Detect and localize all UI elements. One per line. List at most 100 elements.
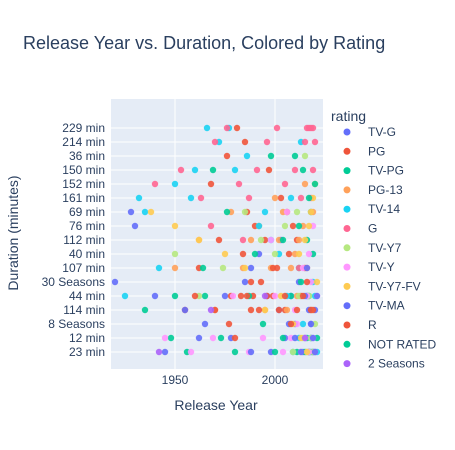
data-point[interactable] bbox=[245, 194, 253, 202]
data-point[interactable] bbox=[191, 292, 199, 300]
data-point[interactable] bbox=[311, 348, 319, 356]
data-point[interactable] bbox=[301, 334, 309, 342]
data-point[interactable] bbox=[265, 166, 273, 174]
data-point[interactable] bbox=[231, 348, 239, 356]
data-point[interactable] bbox=[231, 166, 239, 174]
data-point[interactable] bbox=[291, 334, 299, 342]
data-point[interactable] bbox=[257, 278, 265, 286]
data-point[interactable] bbox=[171, 222, 179, 230]
data-point[interactable] bbox=[147, 208, 155, 216]
data-point[interactable] bbox=[253, 166, 261, 174]
data-point[interactable] bbox=[199, 264, 207, 272]
data-point[interactable] bbox=[223, 152, 231, 160]
legend-marker[interactable] bbox=[343, 225, 351, 232]
data-point[interactable] bbox=[287, 320, 295, 328]
data-point[interactable] bbox=[181, 306, 189, 314]
data-point[interactable] bbox=[313, 292, 321, 300]
legend-marker[interactable] bbox=[343, 128, 351, 136]
data-point[interactable] bbox=[309, 166, 317, 174]
data-point[interactable] bbox=[295, 236, 303, 244]
data-point[interactable] bbox=[209, 334, 217, 342]
legend-label[interactable]: 2 Seasons bbox=[368, 357, 425, 371]
data-point[interactable] bbox=[309, 334, 317, 342]
data-point[interactable] bbox=[295, 222, 303, 230]
data-point[interactable] bbox=[221, 250, 229, 258]
data-point[interactable] bbox=[241, 264, 249, 272]
legend-label[interactable]: G bbox=[368, 222, 377, 236]
data-point[interactable] bbox=[307, 306, 315, 314]
data-point[interactable] bbox=[223, 124, 231, 132]
data-point[interactable] bbox=[307, 208, 315, 216]
data-point[interactable] bbox=[273, 124, 281, 132]
data-point[interactable] bbox=[283, 306, 291, 314]
data-point[interactable] bbox=[241, 208, 249, 216]
data-point[interactable] bbox=[225, 320, 233, 328]
data-point[interactable] bbox=[187, 194, 195, 202]
legend-marker[interactable] bbox=[343, 282, 351, 290]
data-point[interactable] bbox=[171, 292, 179, 300]
data-point[interactable] bbox=[141, 208, 149, 216]
data-point[interactable] bbox=[131, 222, 139, 230]
legend-label[interactable]: TV-Y bbox=[368, 260, 395, 274]
data-point[interactable] bbox=[207, 222, 215, 230]
legend-marker[interactable] bbox=[343, 167, 351, 175]
legend-label[interactable]: TV-Y7-FV bbox=[368, 279, 421, 293]
data-point[interactable] bbox=[279, 334, 287, 342]
data-point[interactable] bbox=[255, 306, 263, 314]
data-point[interactable] bbox=[301, 138, 309, 146]
legend-label[interactable]: TV-MA bbox=[368, 299, 405, 313]
data-point[interactable] bbox=[121, 292, 129, 300]
data-point[interactable] bbox=[241, 278, 249, 286]
data-point[interactable] bbox=[275, 306, 283, 314]
data-point[interactable] bbox=[313, 278, 321, 286]
data-point[interactable] bbox=[297, 348, 305, 356]
data-point[interactable] bbox=[301, 152, 309, 160]
data-point[interactable] bbox=[307, 320, 315, 328]
legend-marker[interactable] bbox=[343, 321, 351, 329]
data-point[interactable] bbox=[209, 166, 217, 174]
data-point[interactable] bbox=[271, 194, 279, 202]
data-point[interactable] bbox=[239, 236, 247, 244]
data-point[interactable] bbox=[277, 194, 285, 202]
data-point[interactable] bbox=[231, 334, 239, 342]
legend-label[interactable]: R bbox=[368, 318, 377, 332]
legend-label[interactable]: NOT RATED bbox=[368, 337, 437, 351]
data-point[interactable] bbox=[303, 264, 311, 272]
data-point[interactable] bbox=[311, 180, 319, 188]
data-point[interactable] bbox=[221, 292, 229, 300]
data-point[interactable] bbox=[305, 250, 313, 258]
data-point[interactable] bbox=[203, 124, 211, 132]
data-point[interactable] bbox=[197, 194, 205, 202]
data-point[interactable] bbox=[247, 236, 255, 244]
data-point[interactable] bbox=[279, 236, 287, 244]
data-point[interactable] bbox=[257, 236, 265, 244]
data-point[interactable] bbox=[237, 292, 245, 300]
data-point[interactable] bbox=[135, 194, 143, 202]
legend-label[interactable]: TV-Y7 bbox=[368, 241, 402, 255]
data-point[interactable] bbox=[259, 334, 267, 342]
data-point[interactable] bbox=[261, 292, 269, 300]
data-point[interactable] bbox=[151, 180, 159, 188]
legend-label[interactable]: TV-PG bbox=[368, 164, 404, 178]
data-point[interactable] bbox=[211, 138, 219, 146]
data-point[interactable] bbox=[247, 306, 255, 314]
data-point[interactable] bbox=[301, 236, 309, 244]
data-point[interactable] bbox=[293, 306, 301, 314]
data-point[interactable] bbox=[297, 194, 305, 202]
data-point[interactable] bbox=[305, 222, 313, 230]
data-point[interactable] bbox=[215, 236, 223, 244]
data-point[interactable] bbox=[281, 222, 289, 230]
data-point[interactable] bbox=[299, 320, 307, 328]
data-point[interactable] bbox=[187, 348, 195, 356]
data-point[interactable] bbox=[195, 334, 203, 342]
data-point[interactable] bbox=[229, 292, 237, 300]
data-point[interactable] bbox=[255, 222, 263, 230]
data-point[interactable] bbox=[111, 278, 119, 286]
data-point[interactable] bbox=[201, 292, 209, 300]
data-point[interactable] bbox=[309, 124, 317, 132]
data-point[interactable] bbox=[301, 180, 309, 188]
legend-marker[interactable] bbox=[343, 263, 351, 271]
data-point[interactable] bbox=[293, 208, 301, 216]
data-point[interactable] bbox=[151, 292, 159, 300]
